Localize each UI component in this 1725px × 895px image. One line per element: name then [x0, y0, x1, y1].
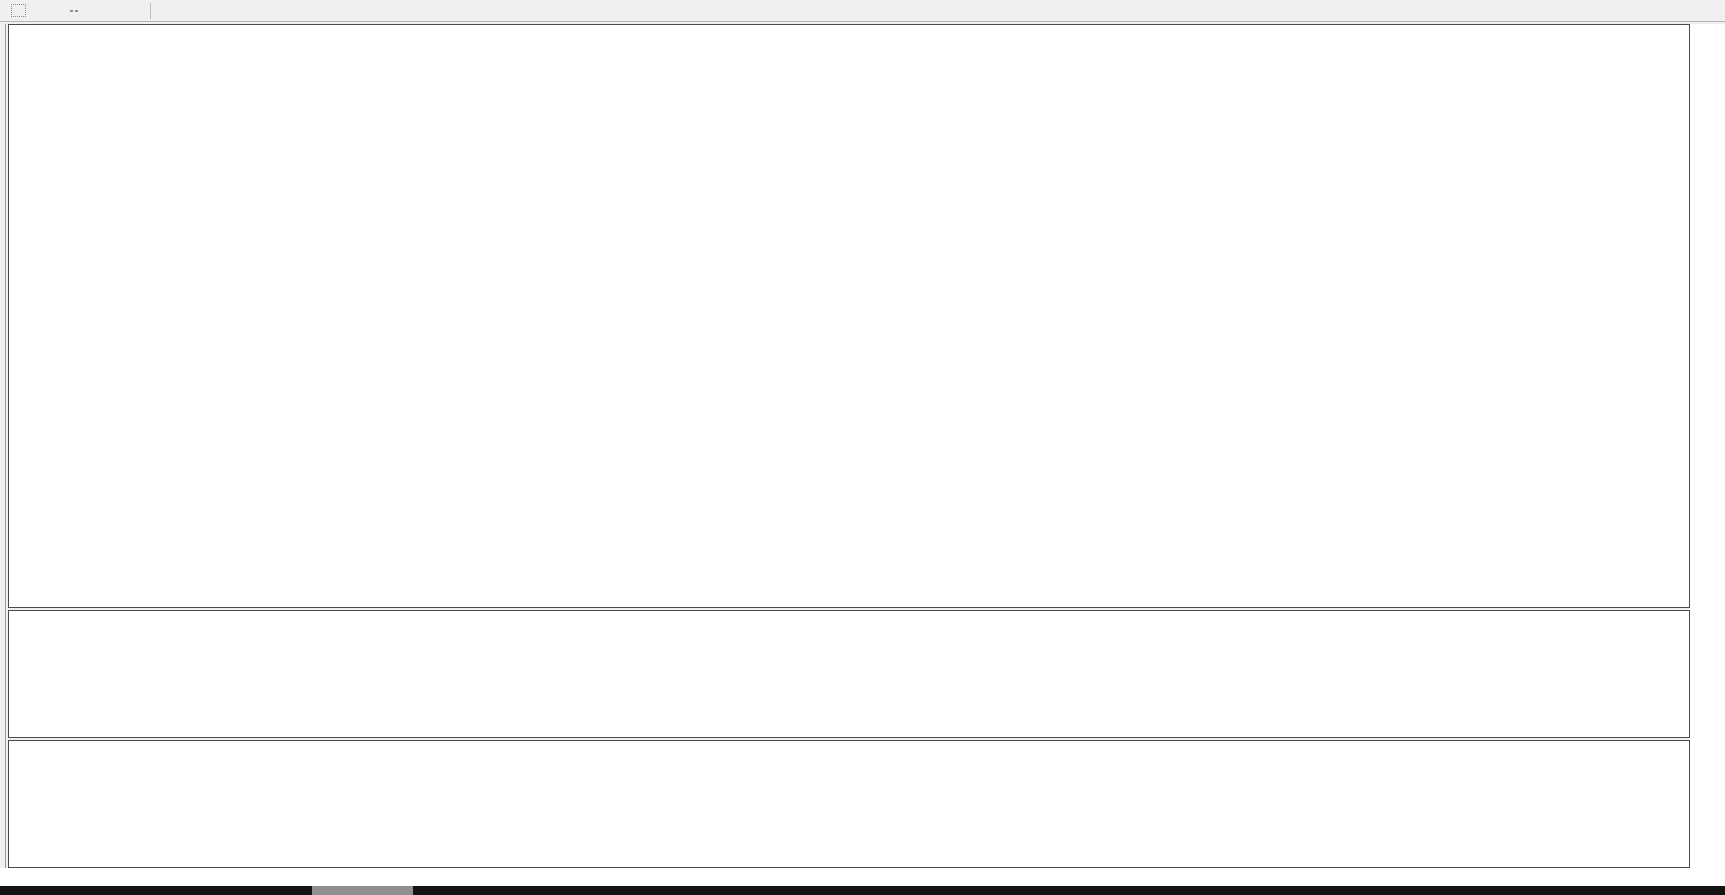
- textbox-icon: [70, 9, 78, 12]
- grid-icon: [10, 4, 26, 17]
- toolbar-separator: [150, 2, 151, 19]
- macd-panel[interactable]: [8, 610, 1690, 738]
- window-left-border: [5, 24, 6, 885]
- arrows-tool-button[interactable]: [90, 2, 114, 20]
- toolbar: [0, 0, 1725, 22]
- chart-title[interactable]: [14, 29, 25, 41]
- bottom-strip: [0, 886, 1725, 895]
- rsi-canvas[interactable]: [9, 741, 1689, 867]
- label-tool-button[interactable]: [34, 2, 58, 20]
- textbox-tool-button[interactable]: [62, 2, 86, 20]
- macd-canvas[interactable]: [9, 611, 1689, 737]
- arrows-dropdown-button[interactable]: [118, 2, 142, 20]
- time-axis: [0, 868, 1690, 886]
- price-axis: [1690, 24, 1725, 886]
- price-chart-canvas[interactable]: [9, 25, 1689, 607]
- rsi-panel[interactable]: [8, 740, 1690, 868]
- bottom-strip-thumb: [312, 886, 413, 895]
- crosshair-grid-tool-button[interactable]: [6, 2, 30, 20]
- main-chart-panel[interactable]: [8, 24, 1690, 608]
